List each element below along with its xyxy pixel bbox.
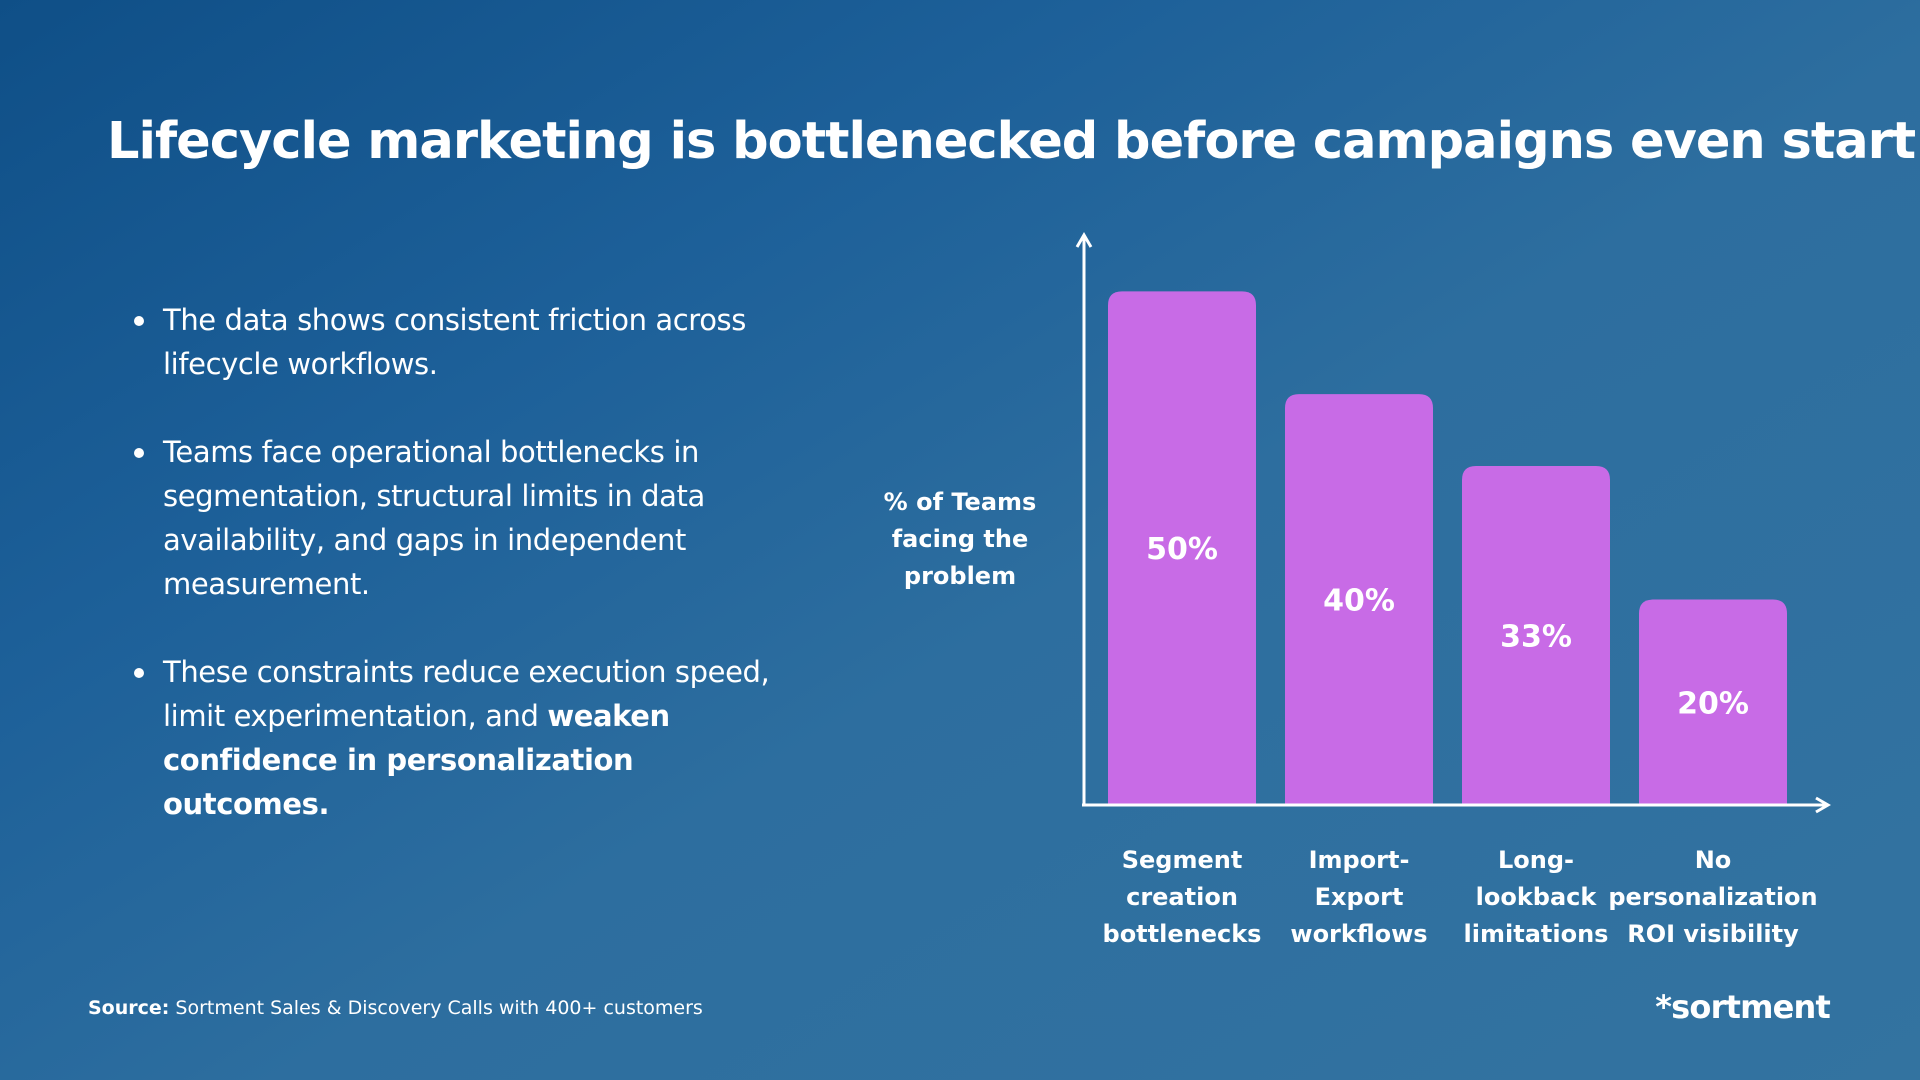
bullet-item-3: These constraints reduce execution speed… xyxy=(130,650,790,826)
bullet-text: Teams face operational bottlenecks in se… xyxy=(163,435,705,601)
x-tick-label-line: Export xyxy=(1315,883,1404,911)
bullet-dot-icon xyxy=(134,668,144,678)
bar-import-export xyxy=(1285,394,1433,805)
source-label: Source: xyxy=(88,997,170,1019)
x-tick-label-line: Import- xyxy=(1309,846,1410,874)
bullet-item-2: Teams face operational bottlenecks in se… xyxy=(130,430,790,606)
bar-long-lookback xyxy=(1462,466,1610,805)
slide-title: Lifecycle marketing is bottlenecked befo… xyxy=(107,112,1916,171)
bar-value-label: 20% xyxy=(1677,686,1749,721)
category-labels-group: Segment creation bottlenecks Import- Export w… xyxy=(1103,846,1818,948)
bullet-item-1: The data shows consistent friction acros… xyxy=(130,298,790,386)
bars-group: 50% 40% 33% 20% xyxy=(1108,291,1787,805)
x-tick-label-segment-creation: Segment creation bottlenecks xyxy=(1103,846,1262,948)
y-axis-label-line: % of Teams xyxy=(883,488,1037,516)
x-tick-label-line: workflows xyxy=(1290,920,1427,948)
x-tick-label-line: bottlenecks xyxy=(1103,920,1262,948)
x-tick-label-long-lookback: Long-lookback limitations xyxy=(1464,846,1609,948)
bullet-dot-icon xyxy=(134,316,144,326)
bar-value-label: 33% xyxy=(1500,620,1572,655)
x-tick-label-line: limitations xyxy=(1464,920,1609,948)
bullet-list: The data shows consistent friction acros… xyxy=(130,298,790,870)
x-axis-arrow-icon xyxy=(1815,796,1831,814)
x-tick-label-line: Segment xyxy=(1122,846,1243,874)
y-axis-label-line: problem xyxy=(903,562,1017,590)
bullet-text: The data shows consistent friction acros… xyxy=(163,303,746,381)
bullet-text: These constraints reduce execution speed… xyxy=(163,655,770,733)
y-axis-label: % of Teams facing the problem xyxy=(870,484,1050,595)
bullet-dot-icon xyxy=(134,448,144,458)
x-tick-label-line: lookback xyxy=(1476,883,1598,911)
bar-chart: 50% 40% 33% 20% Segment creation bottlenecks I… xyxy=(1075,232,1831,948)
y-axis-label-line: facing the xyxy=(891,525,1029,553)
bar-value-label: 50% xyxy=(1146,532,1218,567)
source-text: Sortment Sales & Discovery Calls with 40… xyxy=(169,997,703,1019)
x-tick-label-no-personalization: No personalization ROI visibility xyxy=(1608,846,1817,948)
x-tick-label-import-export: Import- Export workflows xyxy=(1290,846,1427,948)
x-tick-label-line: No xyxy=(1695,846,1732,874)
x-tick-label-line: Long- xyxy=(1498,846,1574,874)
source-note: Source: Sortment Sales & Discovery Calls… xyxy=(88,997,703,1019)
y-axis-arrow-icon xyxy=(1075,232,1093,248)
x-tick-label-line: ROI visibility xyxy=(1627,920,1799,948)
bar-no-personalization xyxy=(1639,599,1787,805)
bullet-bold-text: weaken confidence in personalization out… xyxy=(163,699,670,821)
sortment-logo: *sortment xyxy=(1655,988,1831,1026)
x-tick-label-line: personalization xyxy=(1608,883,1817,911)
x-tick-label-line: creation xyxy=(1126,883,1238,911)
bar-value-label: 40% xyxy=(1323,584,1395,619)
bar-segment-creation xyxy=(1108,291,1256,805)
